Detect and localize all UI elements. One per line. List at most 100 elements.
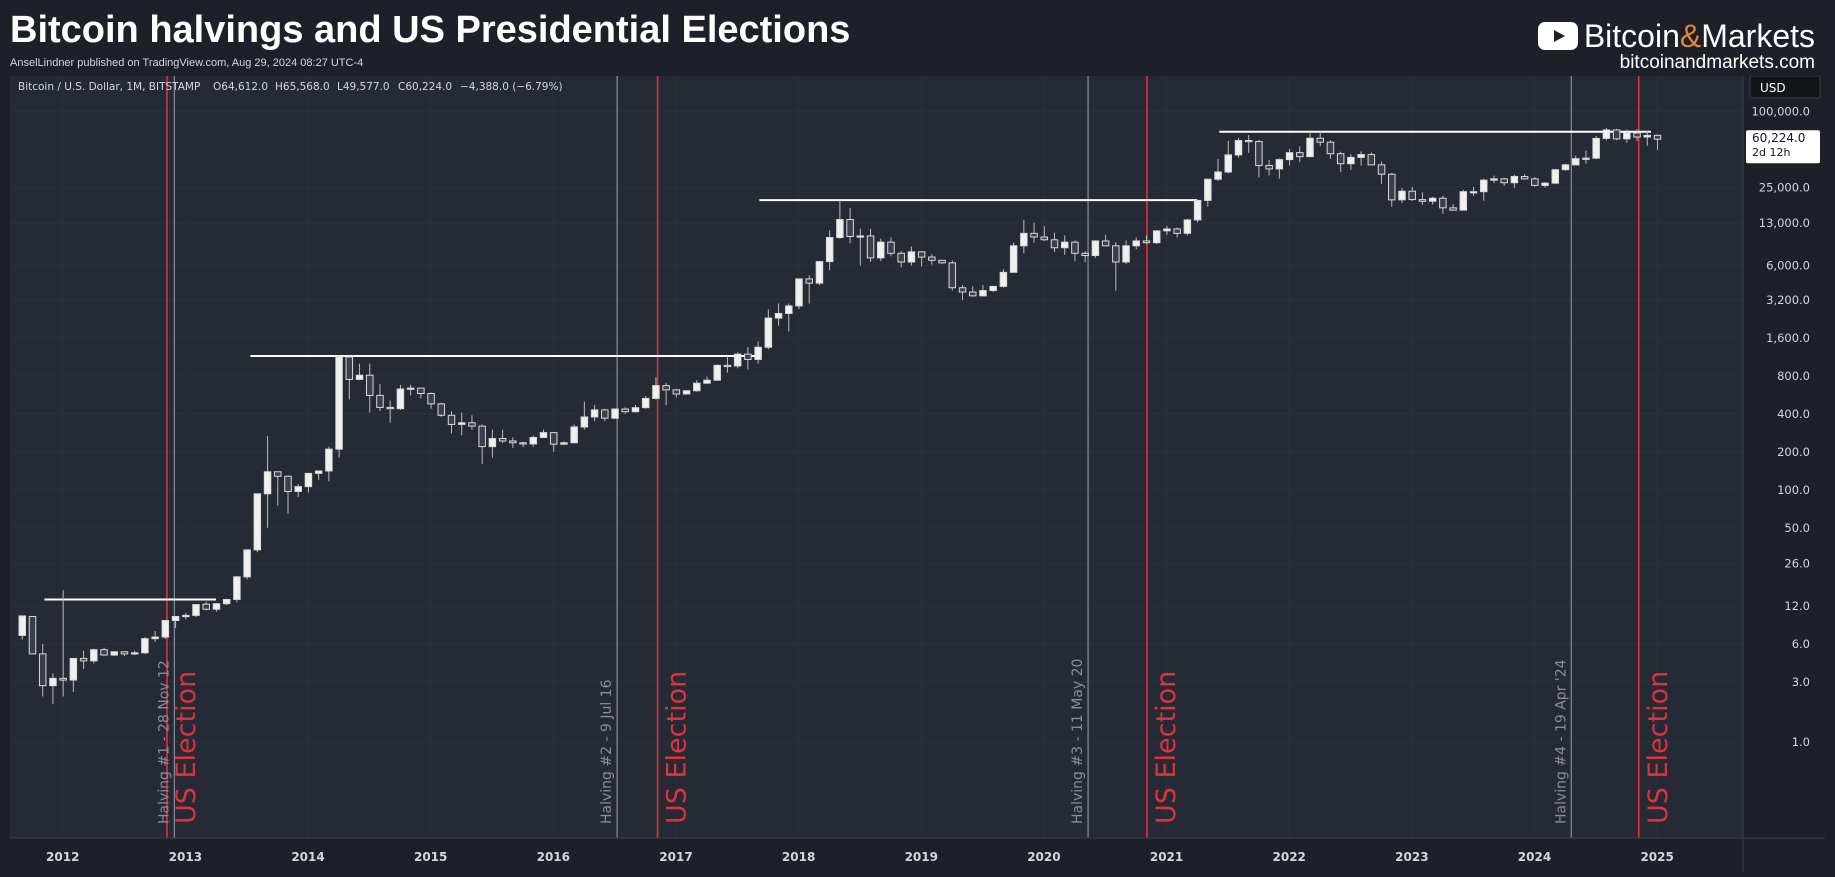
candle-body [846,219,854,237]
candle-body [222,598,231,605]
brand-logo[interactable]: Bitcoin & Markets [1537,16,1815,56]
candle-body [457,422,466,425]
candle-body [212,603,221,610]
candle-body [611,408,619,419]
candle-body [754,346,762,360]
candle-body [1234,140,1243,156]
candle-body [795,278,803,307]
candle-body [1469,191,1478,194]
candle-body [1490,178,1498,181]
brand-ampersand: & [1679,17,1702,54]
candle-body [274,471,282,477]
candle-body [1081,252,1089,257]
candle-body [744,353,752,360]
candle-body [509,440,517,444]
candle-body [1183,219,1192,234]
candle-body [693,382,701,392]
candle-body [1285,152,1294,161]
candle-body [662,385,670,391]
candle-body [785,305,793,314]
candle-body [355,374,364,380]
candle-body [38,653,47,687]
candle-body [59,677,67,681]
candle-body [1653,134,1662,140]
x-tick-label: 2014 [291,850,324,864]
candle-body [1541,182,1549,186]
y-tick-label: 3.0 [1792,675,1810,689]
candle-body [1408,190,1416,201]
candle-body [1367,154,1376,166]
y-tick-label: 50.0 [1784,521,1810,535]
currency-badge[interactable]: USD [1749,75,1821,99]
candle-body [897,252,905,263]
price-axis[interactable]: 1.0 3.0 6.0 12.0 26.0 50.0 100.0 200.0 400.0 800.… [1751,104,1810,749]
candle-body [345,356,354,380]
time-axis[interactable]: 2012 2013 2014 2015 2016 2017 2018 2019 2020 2021… [46,850,1674,864]
candle-body [1357,154,1365,158]
candle-body [866,235,875,259]
plot-area[interactable] [10,76,1743,838]
x-tick-label: 2015 [414,850,447,864]
x-tick-label: 2017 [659,850,692,864]
candle-body [488,438,497,448]
candle-body [1347,156,1355,165]
candle-body [1193,199,1202,221]
candle-body [539,432,548,438]
event-labels: Halving #1 - 28 Nov 12 Halving #2 - 9 Jul… [156,659,1673,824]
candle-body [1122,245,1130,263]
last-price-label: 60,224.0 [1752,131,1805,145]
candle-body [325,448,333,472]
event-lines [166,76,1640,838]
page-title: Bitcoin halvings and US Presidential Ele… [10,9,851,51]
publisher-byline: AnselLindner published on TradingView.co… [10,57,364,69]
candle-body [1030,232,1038,238]
candle-body [774,312,783,319]
candle-body [161,619,170,638]
brand-name-part2: Markets [1701,17,1815,54]
x-tick-label: 2023 [1395,850,1428,864]
candle-body [151,636,159,640]
x-tick-label: 2020 [1027,850,1060,864]
candle-body [386,406,394,410]
candle-body [1602,129,1611,139]
candle-body [120,651,129,655]
grid-layer [10,76,1743,838]
candle-body [1388,173,1396,201]
candle-body [28,615,37,655]
candle-body [314,470,323,474]
candle-body [1592,137,1600,159]
candle-body [1306,137,1314,158]
candle-body [570,426,578,444]
countdown-label: 2d 12h [1752,146,1790,159]
candle-body [1244,140,1253,143]
candle-body [1296,152,1304,158]
candle-body [437,403,446,416]
candle-body [396,388,405,410]
symbol-info: Bitcoin / U.S. Dollar, 1M, BITSTAMP [18,81,200,93]
ohlc-readout: O64,612.0 H65,568.0 L49,577.0 C60,224.0 … [213,81,563,93]
x-tick-label: 2024 [1518,850,1551,864]
candle-body [989,285,997,292]
candle-body [907,251,916,263]
candle-body [1510,175,1519,184]
candle-body [938,259,946,264]
candle-body [1071,241,1079,254]
candle-body [498,438,507,442]
brand-url[interactable]: bitcoinandmarkets.com [1619,52,1815,73]
candle-body [1009,245,1018,273]
chart-container[interactable]: Halving #1 - 28 Nov 12 Halving #2 - 9 Jul… [10,75,1825,872]
election-label: US Election [1643,671,1674,824]
candle-body [1623,132,1631,140]
bitcoin-chart[interactable]: Halving #1 - 28 Nov 12 Halving #2 - 9 Jul… [10,75,1825,872]
candle-body [1255,141,1263,166]
halving-label: Halving #3 - 11 May 20 [1070,659,1086,824]
candle-body [529,436,538,445]
candle-body [1551,169,1560,184]
x-tick-label: 2018 [782,850,815,864]
candle-body [928,256,936,261]
candle-body [1428,197,1437,202]
y-tick-label: 400.0 [1777,407,1810,421]
candle-body [49,677,57,687]
candle-body [1060,241,1069,249]
x-tick-label: 2021 [1150,850,1183,864]
